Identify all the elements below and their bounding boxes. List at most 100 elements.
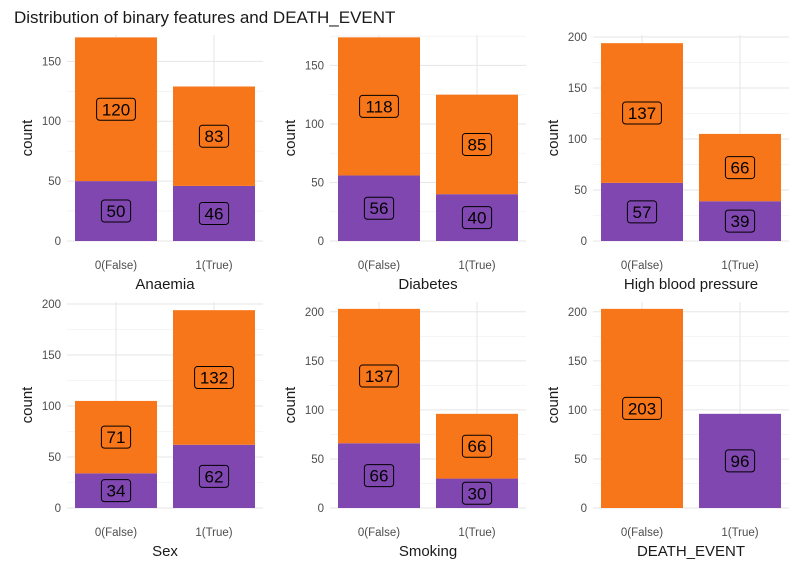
y-tick-label: 200 — [568, 307, 587, 319]
bar-segment — [75, 400, 157, 474]
bar-segment — [699, 413, 781, 508]
bar-segment — [75, 37, 157, 182]
y-tick-label: 0 — [581, 503, 587, 515]
x-axis-title: High blood pressure — [624, 276, 758, 293]
bar-segment — [338, 308, 420, 444]
y-tick-label: 200 — [305, 307, 324, 319]
y-tick-label: 150 — [42, 56, 61, 68]
data-label-text: 85 — [468, 135, 487, 154]
data-label-text: 118 — [365, 97, 392, 116]
chart-title: Distribution of binary features and DEAT… — [14, 8, 395, 27]
data-label-box — [461, 434, 493, 458]
y-tick-label: 100 — [568, 134, 587, 146]
y-tick-label: 50 — [574, 454, 587, 466]
x-axis-title: Diabetes — [398, 276, 457, 293]
data-label-text: 71 — [107, 428, 126, 447]
y-tick-label: 150 — [568, 356, 587, 368]
y-axis-title: count — [545, 119, 562, 157]
bar-segment — [338, 443, 420, 508]
facet-sex: 0 50 100 150 200 34 71 0(False) 62 132 1(True) Sex c… — [19, 299, 263, 560]
data-label-box — [724, 449, 756, 473]
bar-segment — [601, 308, 683, 508]
bar-segment — [338, 175, 420, 241]
x-tick-label: 0(False) — [95, 527, 137, 539]
x-tick-label: 1(True) — [458, 527, 495, 539]
data-label-box — [198, 124, 230, 148]
data-label-box — [359, 364, 399, 388]
y-axis-title: count — [282, 386, 299, 424]
bar-segment — [699, 133, 781, 202]
y-axis-title: count — [19, 119, 36, 157]
y-tick-label: 150 — [305, 356, 324, 368]
data-label-box — [622, 101, 662, 125]
data-label-text: 39 — [731, 212, 750, 231]
y-tick-label: 50 — [48, 452, 61, 464]
data-label-box — [96, 97, 136, 121]
y-tick-label: 0 — [55, 236, 61, 248]
data-label-text: 50 — [107, 202, 126, 221]
data-label-box — [198, 201, 230, 225]
x-tick-label: 1(True) — [721, 260, 758, 272]
bar-segment — [75, 473, 157, 508]
data-label-box — [363, 196, 395, 220]
data-label-text: 96 — [731, 452, 750, 471]
bar-segment — [601, 182, 683, 241]
data-label-box — [100, 425, 132, 449]
x-tick-label: 1(True) — [195, 527, 232, 539]
data-label-box — [100, 479, 132, 503]
x-axis-title: DEATH_EVENT — [637, 543, 745, 560]
data-label-text: 120 — [102, 100, 130, 119]
data-label-text: 132 — [200, 368, 228, 387]
data-label-text: 40 — [468, 209, 487, 228]
bar-segment — [173, 310, 255, 445]
y-tick-label: 100 — [305, 119, 324, 131]
data-label-box — [626, 200, 658, 224]
bar-segment — [173, 444, 255, 508]
data-label-text: 34 — [107, 482, 126, 501]
data-label-box — [100, 199, 132, 223]
data-label-box — [724, 209, 756, 233]
y-tick-label: 150 — [305, 60, 324, 72]
x-axis-title: Anaemia — [135, 276, 195, 293]
y-tick-label: 50 — [48, 176, 61, 188]
bar-segment — [601, 43, 683, 183]
facet-high-blood-pressure: 0 50 100 150 200 57 137 0(False) 39 66 1(True) High… — [545, 32, 789, 293]
bar-segment — [173, 185, 255, 241]
y-tick-label: 50 — [311, 454, 324, 466]
data-label-text: 30 — [468, 484, 487, 503]
data-label-text: 137 — [365, 367, 393, 386]
x-tick-label: 1(True) — [721, 527, 758, 539]
bar-segment — [436, 413, 518, 479]
x-tick-label: 0(False) — [621, 260, 663, 272]
x-tick-label: 1(True) — [195, 260, 232, 272]
data-label-box — [461, 481, 493, 505]
data-label-box — [198, 464, 230, 488]
data-label-text: 57 — [633, 203, 652, 222]
data-label-text: 66 — [468, 437, 487, 456]
y-tick-label: 50 — [311, 177, 324, 189]
data-label-text: 83 — [205, 127, 224, 146]
data-label-box — [622, 396, 662, 420]
y-axis-title: count — [19, 386, 36, 424]
x-tick-label: 0(False) — [621, 527, 663, 539]
facet-death-event: 0 50 100 150 200 203 0(False) 96 1(True) DEATH_EV… — [545, 302, 789, 560]
y-tick-label: 200 — [568, 32, 587, 44]
y-tick-label: 100 — [42, 401, 61, 413]
data-label-box — [194, 365, 234, 389]
x-tick-label: 0(False) — [95, 260, 137, 272]
data-label-box — [461, 206, 493, 230]
facet-anaemia: 0 50 100 150 50 120 0(False) 46 83 1(True)Anaemia… — [19, 35, 263, 293]
y-tick-label: 0 — [318, 236, 324, 248]
x-axis-title: Sex — [152, 543, 178, 560]
bar-segment — [436, 94, 518, 195]
bar-segment — [436, 194, 518, 241]
y-axis-title: count — [282, 119, 299, 157]
x-tick-label: 0(False) — [358, 260, 400, 272]
y-tick-label: 100 — [305, 405, 324, 417]
y-tick-label: 150 — [568, 83, 587, 95]
data-label-text: 56 — [370, 199, 389, 218]
y-tick-label: 200 — [42, 299, 61, 311]
y-tick-label: 0 — [581, 236, 587, 248]
y-tick-label: 0 — [318, 503, 324, 515]
